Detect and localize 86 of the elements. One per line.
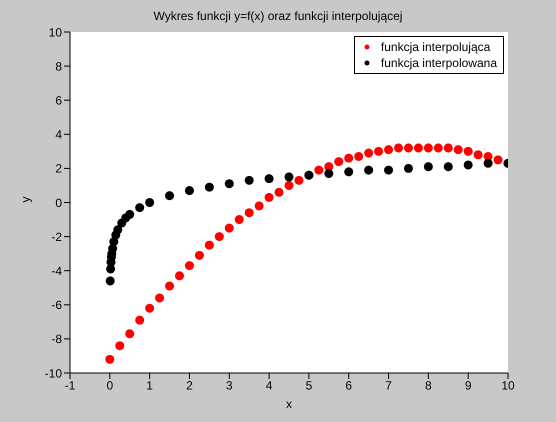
point [145,304,154,313]
point [115,341,124,350]
point [204,182,214,192]
point [324,169,334,178]
point [135,203,144,212]
y-axis-title: y [18,196,32,202]
point [424,143,433,152]
point [214,232,224,242]
point [105,354,114,364]
y-tick-label: 4 [55,128,62,142]
point [165,282,174,291]
point [284,180,294,190]
point [125,210,134,219]
point [165,191,174,200]
point [274,188,284,197]
point [244,208,254,218]
point [344,154,354,163]
point [354,152,364,161]
y-tick-label: 2 [55,162,62,176]
y-tick-label: 0 [55,196,62,210]
point [364,166,374,175]
x-tick-label: 0 [106,378,114,393]
x-tick-label: 8 [425,378,432,393]
point [184,186,194,196]
point [444,143,453,152]
point [384,145,394,154]
point [344,167,354,176]
y-tick-label: 10 [48,25,62,40]
point [464,146,473,156]
x-tick-label: 1 [146,378,154,393]
point [135,316,144,325]
point [384,166,394,175]
point [224,224,234,233]
y-tick-label: -2 [51,230,62,244]
point [494,155,503,164]
y-tick-label: 6 [55,93,62,108]
y-tick-label: -4 [51,264,62,278]
point [254,201,264,210]
point [364,148,374,158]
point [244,176,254,185]
point [374,146,384,156]
point [484,158,493,168]
y-tick-label: 8 [55,59,62,74]
x-tick-label: 5 [306,378,313,393]
x-tick-label: 9 [464,378,472,393]
point [284,172,294,182]
x-tick-label: -1 [64,378,76,393]
point [404,164,413,173]
x-tick-label: 2 [186,378,194,393]
point [264,174,274,184]
y-tick-label: -10 [44,366,62,380]
point [125,329,134,338]
point [145,198,154,208]
point [194,250,204,260]
legend-label: funkcja interpolująca [380,39,490,55]
x-tick-label: 7 [385,378,392,393]
y-tick-label: -8 [51,332,62,346]
point [113,225,122,234]
point [454,145,463,154]
point [464,160,473,170]
point [434,143,443,152]
point [334,157,344,166]
point [314,166,324,175]
point [204,240,214,250]
legend-label: funkcja interpolowana [380,55,497,71]
point [106,276,115,286]
point [264,192,274,202]
point [294,176,304,185]
point [174,271,184,280]
x-axis-title: x [286,397,292,411]
point [224,179,234,188]
y-tick-label: -6 [51,298,62,312]
point [424,162,433,172]
x-tick-label: 3 [226,378,233,393]
point [404,143,413,152]
point [155,293,164,302]
point [414,143,423,152]
chart-title: Wykres funkcji y=f(x) oraz funkcji interpolującej [152,9,404,23]
x-tick-label: 6 [345,378,352,393]
point [444,162,453,172]
point [184,261,194,270]
x-tick-label: 4 [266,378,273,393]
point [474,150,483,160]
point [394,143,404,152]
x-tick-label: 10 [501,378,515,393]
point [234,215,244,224]
